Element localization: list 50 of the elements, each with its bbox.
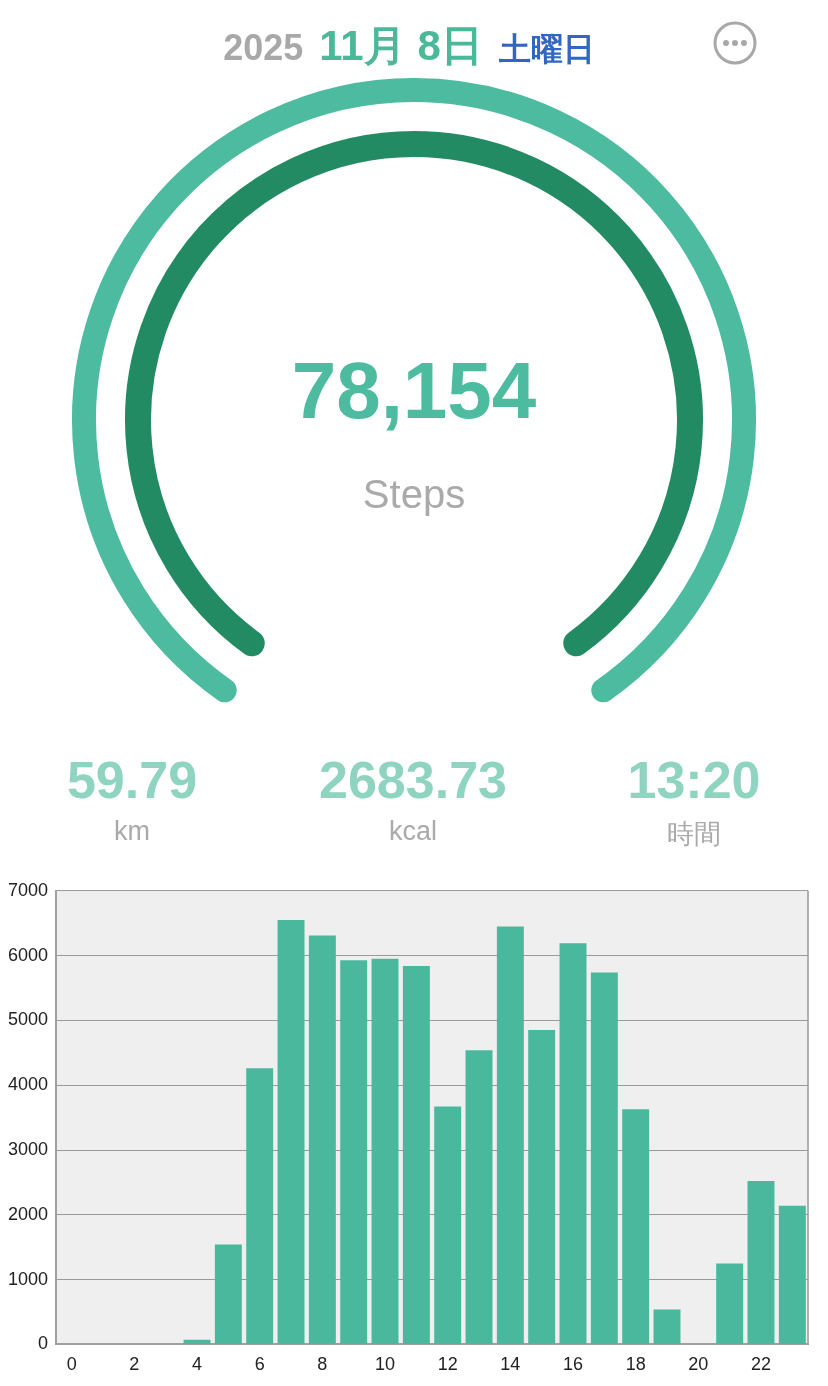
x-tick-label: 8 (317, 1354, 328, 1375)
text: 2025 (223, 27, 304, 69)
text: 時間 (666, 818, 722, 851)
text: km (113, 816, 151, 847)
bar (246, 1068, 274, 1344)
y-tick-label: 5000 (8, 1009, 49, 1030)
bar (496, 926, 524, 1344)
y-tick-label: 1000 (8, 1268, 49, 1289)
text: 78,154 (290, 345, 538, 437)
bar (402, 965, 430, 1344)
x-tick-label: 10 (375, 1354, 396, 1375)
text: Steps (361, 472, 467, 517)
bar (214, 1244, 242, 1344)
bar (371, 958, 399, 1344)
bar (590, 972, 618, 1344)
x-tick-label: 18 (625, 1354, 646, 1375)
bar (277, 919, 305, 1344)
y-tick-label: 3000 (8, 1138, 49, 1159)
x-tick-label: 6 (254, 1354, 265, 1375)
x-tick-label: 2 (129, 1354, 140, 1375)
x-tick-label: 0 (66, 1354, 77, 1375)
x-tick-label: 22 (750, 1354, 772, 1375)
text: kcal (388, 816, 438, 847)
text: 11月 8日 (319, 21, 483, 71)
x-tick-label: 4 (192, 1354, 203, 1375)
text: 2683.73 (318, 750, 508, 810)
bar (528, 1030, 556, 1344)
bar (653, 1309, 681, 1344)
text: 59.79 (65, 750, 199, 810)
y-tick-label: 2000 (8, 1203, 49, 1224)
bar (183, 1339, 211, 1344)
bar (778, 1205, 806, 1344)
bar (716, 1263, 744, 1344)
bar (340, 960, 368, 1344)
bar (559, 943, 587, 1344)
y-tick-label: 7000 (8, 879, 49, 900)
x-tick-label: 14 (500, 1354, 521, 1375)
bar (747, 1181, 775, 1344)
x-tick-label: 12 (437, 1354, 458, 1375)
y-tick-label: 0 (38, 1333, 49, 1354)
bar (434, 1106, 462, 1344)
text: 13:20 (626, 750, 762, 810)
text: 土曜日 (498, 30, 595, 69)
y-tick-label: 6000 (8, 944, 49, 965)
bar (308, 935, 336, 1344)
x-tick-label: 20 (688, 1354, 709, 1375)
bar (622, 1109, 650, 1344)
y-tick-label: 4000 (8, 1074, 49, 1095)
x-tick-label: 16 (563, 1354, 584, 1375)
bar (465, 1050, 493, 1344)
